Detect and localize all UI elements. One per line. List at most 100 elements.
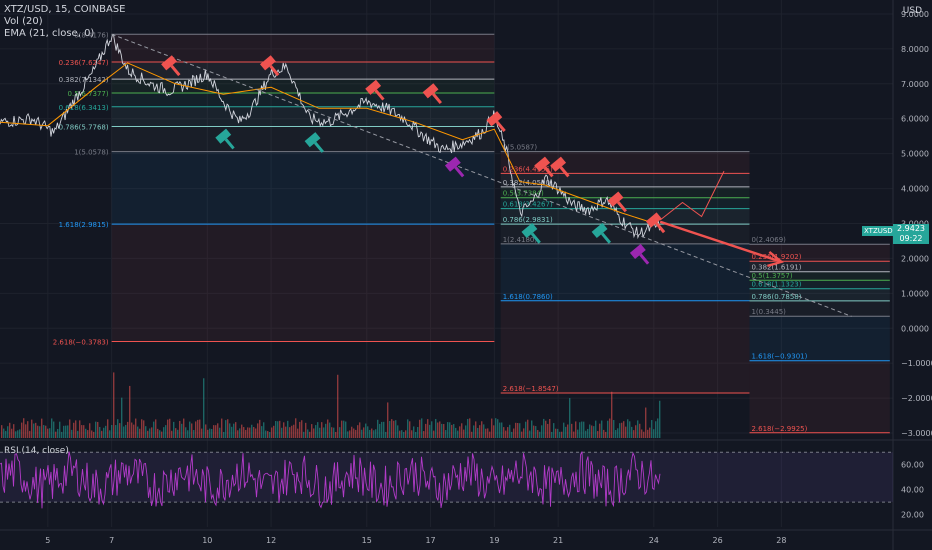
volume-bar (325, 423, 327, 438)
volume-bar (559, 431, 561, 438)
volume-bar (31, 419, 33, 438)
signal-handle (543, 166, 554, 178)
volume-bar (105, 425, 107, 438)
volume-bar (157, 428, 159, 438)
fib-level-label: 0.618(6.3413) (59, 104, 109, 112)
fib-zone (749, 244, 890, 262)
fib-level-label: 0.618(3.4267) (503, 201, 553, 209)
volume-bar (151, 427, 153, 438)
fib-level-label: 0.618(1.1323) (751, 281, 801, 289)
volume-bar (321, 422, 323, 438)
volume-bar (217, 423, 219, 438)
volume-bar (501, 422, 503, 438)
volume-bar (393, 420, 395, 438)
price-axis-tick: 0.0000 (901, 324, 929, 333)
volume-bar (273, 425, 275, 438)
signal-handle (655, 222, 666, 234)
volume-bar (585, 430, 587, 438)
volume-bar (293, 424, 295, 438)
volume-bar (601, 420, 603, 438)
volume-bar (327, 419, 329, 438)
volume-bar (403, 431, 405, 438)
volume-bar (527, 419, 529, 438)
chart-legend: XTZ/USD, 15, COINBASE Vol (20) EMA (21, … (4, 4, 125, 40)
volume-bar (489, 431, 491, 438)
volume-bar (573, 431, 575, 438)
volume-bar (471, 431, 473, 438)
volume-bar (457, 430, 459, 438)
volume-bar (1, 425, 3, 438)
volume-bar (563, 422, 565, 438)
volume-bar (29, 430, 31, 438)
trend-line (111, 33, 852, 317)
fib-zone (749, 271, 890, 281)
volume-bar (381, 421, 383, 438)
volume-bar (133, 424, 135, 438)
fib-level-label: 1.618(−0.9301) (751, 353, 807, 361)
fib-level-label: 1(2.4180) (503, 236, 538, 244)
volume-bar (139, 428, 141, 438)
signal-head (645, 212, 662, 228)
volume-bar (429, 424, 431, 438)
signal-head (365, 79, 382, 95)
volume-bar (255, 428, 257, 438)
fib-level-label: 2.618(−1.8547) (503, 385, 559, 393)
projection-down-arrowhead (767, 250, 784, 268)
volume-bar (587, 428, 589, 438)
volume-bar (453, 424, 455, 438)
volume-bar (233, 423, 235, 438)
volume-bar (385, 431, 387, 438)
volume-bar (83, 425, 85, 438)
volume-bar (401, 430, 403, 438)
volume-bar (281, 427, 283, 438)
volume-bar (135, 418, 137, 438)
volume-bar (513, 428, 515, 438)
volume-bar (323, 427, 325, 438)
price-axis-tick: 7.0000 (901, 80, 929, 89)
volume-bar (485, 428, 487, 438)
volume-bar (39, 426, 41, 438)
symbol-tag: XTZUSD (862, 226, 895, 236)
volume-bar (641, 429, 643, 438)
volume-bar (23, 418, 25, 438)
legend-vol: Vol (20) (4, 16, 43, 27)
fib-zone (500, 243, 750, 301)
signal-handle (601, 232, 612, 244)
volume-bar (477, 427, 479, 438)
ema-line (0, 62, 661, 226)
fib-zone (111, 79, 495, 93)
volume-bar (481, 421, 483, 438)
volume-bar (79, 420, 81, 438)
volume-bar (131, 422, 133, 438)
volume-bar (515, 422, 517, 438)
volume-bar (125, 424, 127, 438)
volume-bar (143, 420, 145, 438)
volume-bar (209, 428, 211, 438)
signal-handle (495, 120, 506, 132)
volume-bar (521, 431, 523, 438)
volume-bar (307, 429, 309, 438)
volume-bar (221, 418, 223, 438)
signal-head (607, 191, 624, 207)
volume-bar (331, 427, 333, 438)
volume-bar (299, 421, 301, 438)
volume-bar (141, 419, 143, 438)
volume-bar (343, 420, 345, 438)
volume-bar (423, 431, 425, 438)
volume-bar (511, 431, 513, 438)
signal-handle (559, 166, 570, 178)
volume-bar (201, 428, 203, 438)
volume-bar (183, 418, 185, 438)
volume-bar (569, 398, 571, 438)
volume-bar (191, 423, 193, 438)
sell-signal-icon (645, 212, 666, 234)
volume-bar (219, 427, 221, 438)
volume-bar (497, 419, 499, 438)
volume-bar (353, 428, 355, 438)
volume-bar (589, 424, 591, 438)
volume-bar (449, 422, 451, 438)
volume-bar (279, 420, 281, 438)
fib-level-label: 1.618(2.9815) (59, 221, 109, 229)
signal-handle (269, 64, 280, 77)
